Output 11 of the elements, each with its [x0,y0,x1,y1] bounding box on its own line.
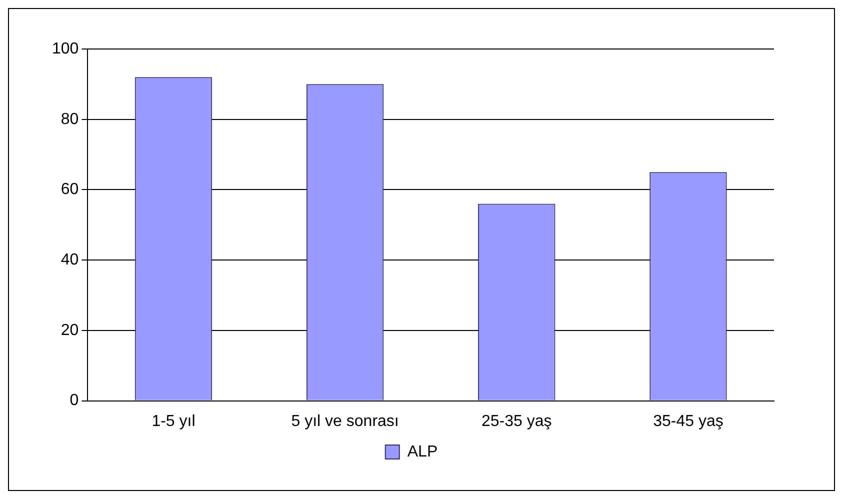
y-tick-label: 100 [52,40,79,58]
legend-label: ALP [407,443,438,460]
x-tick-label: 25-35 yaş [482,412,552,430]
x-tick-label: 1-5 yıl [152,412,196,430]
y-tick-label: 60 [60,181,79,198]
x-tick-label: 35-45 yaş [653,412,724,430]
y-tick-label: 20 [60,322,79,339]
y-tick-label: 40 [60,251,79,268]
x-tick-label: 5 yıl ve sonrası [291,412,399,430]
y-tick-label: 0 [70,392,79,410]
y-tick-label: 80 [60,110,79,128]
